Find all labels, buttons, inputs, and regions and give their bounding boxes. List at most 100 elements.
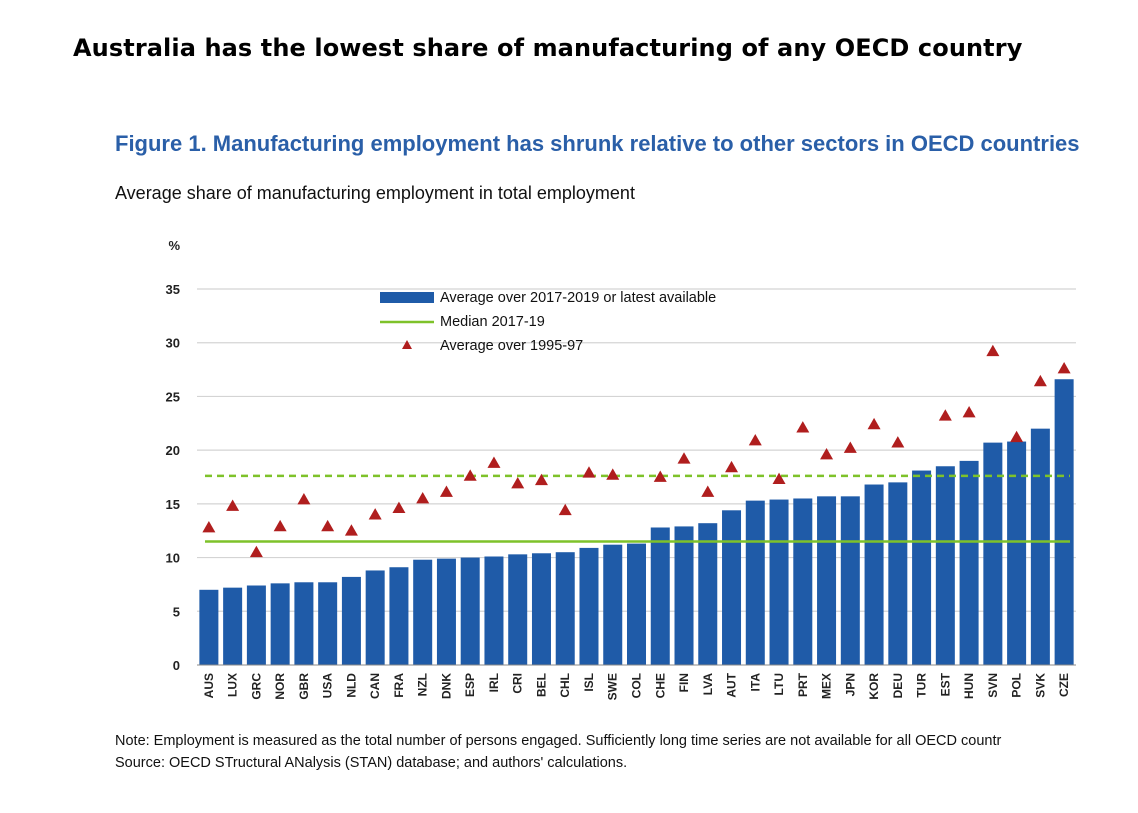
x-tick-label: SVN (986, 673, 1000, 698)
marker-1995-97 (368, 508, 382, 520)
bar (603, 544, 623, 665)
marker-1995-97 (511, 476, 525, 489)
marker-1995-97 (986, 344, 1000, 357)
bar (579, 547, 599, 665)
marker-1995-97 (701, 485, 715, 497)
bar (912, 470, 932, 665)
bar (223, 587, 243, 665)
marker-1995-97 (487, 456, 501, 468)
x-tick-label: USA (321, 673, 335, 699)
marker-1995-97 (772, 472, 786, 485)
bar (864, 484, 884, 665)
x-tick-label: JPN (843, 673, 857, 696)
marker-1995-97 (962, 406, 976, 418)
y-tick-label: 10 (166, 551, 180, 566)
bar (698, 523, 718, 665)
bar (793, 498, 813, 665)
bar (650, 527, 670, 665)
bars (199, 379, 1074, 665)
bar (1007, 441, 1027, 665)
bar (460, 557, 480, 665)
y-tick-label: 5 (173, 604, 180, 619)
marker-1995-97 (1057, 361, 1071, 374)
median-lines (205, 474, 1070, 543)
x-tick-label: PRT (796, 672, 810, 697)
marker-1995-97 (321, 519, 335, 532)
x-tick-label: BEL (534, 673, 548, 697)
marker-1995-97 (867, 417, 881, 430)
x-tick-label: MEX (820, 673, 834, 699)
bar (555, 552, 575, 665)
legend: Average over 2017-2019 or latest availab… (380, 290, 716, 354)
marker-1995-97 (416, 491, 430, 504)
x-tick-label: ITA (748, 673, 762, 692)
bar (484, 556, 504, 665)
x-tick-label: NOR (273, 673, 287, 700)
bar (318, 582, 338, 665)
x-tick-label: GRC (249, 673, 263, 700)
bar (270, 583, 290, 665)
bar (745, 500, 765, 665)
marker-1995-97 (439, 485, 453, 497)
bar (935, 466, 955, 665)
y-axis: 0 5 10 15 20 25 30 35% (166, 238, 181, 673)
markers (202, 344, 1071, 558)
bar (840, 496, 860, 665)
bar (959, 460, 979, 665)
marker-1995-97 (344, 524, 358, 536)
headline: Australia has the lowest share of manufa… (73, 34, 1023, 62)
y-tick-label: 0 (173, 658, 180, 673)
bar (294, 582, 314, 665)
bar (508, 554, 528, 665)
figure-subtitle: Average share of manufacturing employmen… (115, 183, 635, 203)
x-tick-label: ESP (463, 673, 477, 697)
marker-1995-97 (392, 501, 406, 514)
x-tick-label: LVA (701, 673, 715, 696)
marker-1995-97 (843, 441, 857, 453)
marker-1995-97 (796, 421, 810, 433)
marker-1995-97 (463, 469, 477, 481)
x-axis: AUS LUX GRC NOR GBR USA NLD CAN FRA NZL DNK ESP IRL C… (197, 664, 1076, 700)
x-tick-label: NLD (344, 673, 358, 698)
bar (769, 499, 789, 665)
x-tick-label: TUR (915, 673, 929, 698)
x-tick-label: AUT (725, 672, 739, 697)
marker-1995-97 (677, 452, 691, 464)
x-tick-label: CHL (558, 673, 572, 698)
bar (389, 567, 409, 665)
x-tick-label: FRA (392, 673, 406, 698)
x-tick-label: CZE (1057, 673, 1071, 697)
x-tick-label: IRL (487, 673, 501, 692)
bar (413, 559, 433, 665)
bar (246, 585, 266, 665)
marker-1995-97 (653, 470, 667, 482)
x-tick-label: HUN (962, 673, 976, 699)
bar (365, 570, 385, 665)
bar (626, 543, 647, 665)
x-tick-label: ISL (582, 673, 596, 692)
x-tick-label: AUS (202, 673, 216, 698)
bar (1030, 428, 1050, 665)
x-tick-label: KOR (867, 673, 881, 700)
marker-1995-97 (725, 460, 739, 473)
y-axis-label: % (168, 238, 180, 253)
x-tick-label: GBR (297, 673, 311, 700)
bar (341, 576, 361, 665)
x-tick-label: POL (1010, 673, 1024, 698)
x-tick-label: EST (938, 672, 952, 696)
bar (722, 510, 742, 665)
x-tick-label: SWE (606, 673, 620, 700)
marker-1995-97 (582, 466, 596, 478)
x-tick-label: NZL (416, 673, 430, 696)
marker-1995-97 (938, 409, 952, 421)
bar (1054, 379, 1074, 665)
x-tick-label: FIN (677, 673, 691, 692)
x-tick-label: LUX (226, 673, 240, 697)
legend-label: Average over 1995-97 (440, 338, 583, 354)
x-tick-label: LTU (772, 673, 786, 695)
marker-1995-97 (202, 520, 216, 533)
x-tick-label: DNK (439, 673, 453, 699)
y-tick-label: 25 (166, 389, 180, 404)
x-tick-label: COL (630, 673, 644, 698)
